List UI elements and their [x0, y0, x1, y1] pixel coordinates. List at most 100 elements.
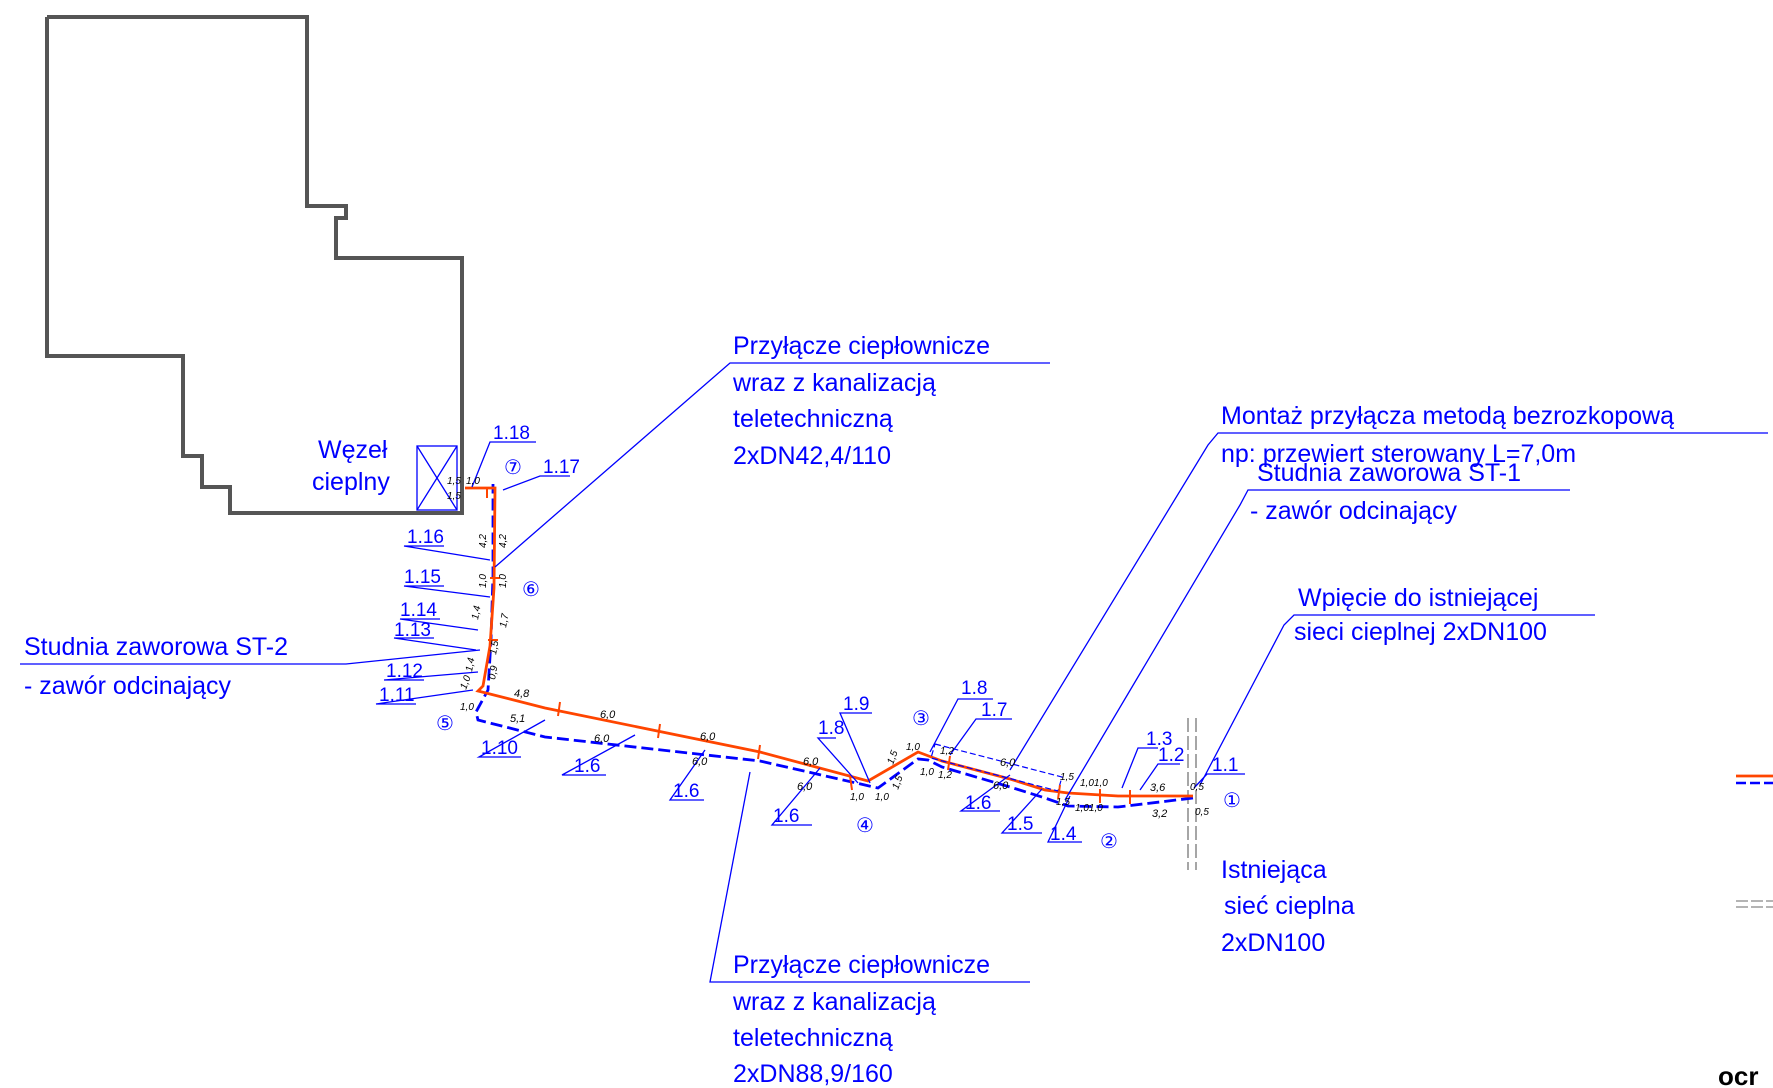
section-1-6-d: 1.6 [965, 793, 991, 814]
dim-1-5-g: 1,5 [1056, 797, 1070, 808]
dim-1-4: 1,4 [470, 604, 483, 620]
section-1-9: 1.9 [843, 694, 869, 715]
existing-network-line-1: Istniejąca [1221, 856, 1327, 884]
section-1-5: 1.5 [1007, 814, 1033, 835]
section-1-6-a: 1.6 [574, 756, 600, 777]
section-1-11: 1.11 [379, 685, 415, 706]
section-1-3: 1.3 [1146, 729, 1172, 750]
dim-6-0-f: 6,0 [797, 781, 813, 793]
dim-3-6: 3,6 [1150, 782, 1166, 794]
dim-4-2-a: 4,2 [478, 534, 489, 548]
callout-bottom-line-2: wraz z kanalizacją [732, 988, 936, 1016]
callout-tie-in-line-2: sieci cieplnej 2xDN100 [1294, 618, 1547, 646]
section-ticks [486, 488, 1131, 804]
existing-network-line [1187, 718, 1197, 870]
callout-top-line-4: 2xDN42,4/110 [733, 442, 891, 470]
dim-1-5-a: 1,5 [447, 476, 461, 487]
legend-fragment [1736, 774, 1773, 908]
node-marker-4: ④ [856, 815, 874, 837]
dim-3-2: 3,2 [1152, 808, 1167, 820]
node-marker-3: ③ [912, 708, 930, 730]
section-1-12: 1.12 [386, 661, 423, 682]
section-1-10: 1.10 [481, 738, 518, 759]
section-1-6-c: 1.6 [773, 806, 799, 827]
callout-bottom-line-3: teletechniczną [733, 1024, 893, 1052]
node-marker-7: ⑦ [504, 457, 522, 479]
section-label-leaders [375, 441, 1245, 843]
dim-1-5-d: 1,5 [885, 749, 900, 766]
dim-1-01-a: 1,01,0 [1080, 778, 1108, 789]
dim-1-0-a: 1,0 [466, 476, 480, 487]
section-1-17: 1.17 [543, 457, 580, 478]
legend-fragment-text: ocr [1718, 1061, 1758, 1088]
dim-1-5-f: 1,5 [1060, 772, 1074, 783]
return-pipe-route [474, 484, 1194, 809]
section-1-1: 1.1 [1212, 755, 1238, 776]
section-1-8-b: 1.8 [961, 678, 987, 699]
node-marker-6: ⑥ [522, 579, 540, 601]
callout-st1-line-1: Studnia zaworowa ST-1 [1257, 459, 1521, 487]
dim-1-0-g: 1,0 [850, 792, 864, 803]
callout-tie-in-line-1: Wpięcie do istniejącej [1298, 584, 1538, 612]
dim-1-0-d: 1,0 [458, 674, 473, 691]
trenchless-crossing-box [930, 743, 1063, 792]
callout-trenchless-line-2: np: przewiert sterowany L=7,0m [1221, 440, 1576, 468]
section-1-8-a: 1.8 [818, 718, 844, 739]
dim-1-5-e: 1,5 [890, 774, 905, 791]
dim-6-0-e: 6,0 [803, 756, 819, 768]
dim-1-0-b: 1,0 [478, 574, 489, 588]
existing-network-line-2: sieć cieplna [1224, 892, 1355, 920]
dim-6-0-h: 6,0 [993, 780, 1009, 792]
heat-node-box [416, 445, 458, 511]
node-marker-2: ② [1100, 831, 1118, 853]
section-1-15: 1.15 [404, 567, 441, 588]
section-1-7: 1.7 [981, 700, 1007, 721]
supply-pipe-route [465, 486, 1193, 798]
dim-1-01-b: 1,01,0 [1075, 803, 1103, 814]
callout-st2-line-1: Studnia zaworowa ST-2 [24, 633, 288, 661]
dim-1-4-b: 1,4 [464, 656, 477, 672]
dim-0-9: 0,9 [487, 664, 500, 680]
callout-bottom-line-1: Przyłącze ciepłownicze [733, 951, 990, 979]
dim-6-0-b: 6,0 [594, 733, 610, 745]
building-outline [45, 15, 464, 515]
section-1-18: 1.18 [493, 423, 530, 444]
dim-6-0-c: 6,0 [700, 731, 716, 743]
dim-0-5-a: 0,5 [1190, 782, 1204, 793]
callout-leaders [20, 362, 1768, 983]
callout-top-line-2: wraz z kanalizacją [732, 369, 936, 397]
callout-st1-line-2: - zawór odcinający [1250, 497, 1458, 525]
callout-top-line-3: teletechniczną [733, 405, 893, 433]
dim-1-0-c: 1,0 [498, 574, 509, 588]
dim-6-0-a: 6,0 [600, 709, 616, 721]
dim-5-1: 5,1 [510, 713, 525, 725]
dim-1-0-f: 1,0 [906, 742, 920, 753]
callout-bottom-line-4: 2xDN88,9/160 [733, 1060, 893, 1088]
section-1-2: 1.2 [1158, 745, 1184, 766]
dim-1-5-b: 1,5 [447, 491, 461, 502]
section-1-4: 1.4 [1050, 824, 1077, 845]
section-1-16: 1.16 [407, 527, 444, 548]
section-1-13: 1.13 [394, 620, 431, 641]
dim-0-5-b: 0,5 [1195, 807, 1209, 818]
dim-6-0-g: 6,0 [1000, 757, 1016, 769]
heat-node-label-line-2: cieplny [312, 468, 390, 496]
dim-1-2-b: 1,2 [938, 770, 952, 781]
section-1-6-b: 1.6 [673, 781, 699, 802]
node-marker-1: ① [1223, 790, 1241, 812]
dim-1-5-c: 1,5 [488, 639, 501, 655]
dim-4-8: 4,8 [514, 688, 530, 700]
callout-trenchless-line-1: Montaż przyłącza metodą bezrozkopową [1221, 402, 1674, 430]
dim-1-2-a: 1,2 [940, 746, 954, 757]
dim-1-7: 1,7 [498, 612, 511, 628]
dim-1-0-h: 1,0 [875, 792, 889, 803]
dim-1-0-i: 1,0 [920, 767, 934, 778]
node-marker-5: ⑤ [436, 713, 454, 735]
section-1-14: 1.14 [400, 600, 437, 621]
dim-1-0-e: 1,0 [460, 702, 474, 713]
heat-node-label-line-1: Węzeł [318, 436, 388, 464]
existing-network-line-3: 2xDN100 [1221, 929, 1325, 957]
dim-6-0-d: 6,0 [692, 756, 708, 768]
callout-st2-line-2: - zawór odcinający [24, 672, 232, 700]
